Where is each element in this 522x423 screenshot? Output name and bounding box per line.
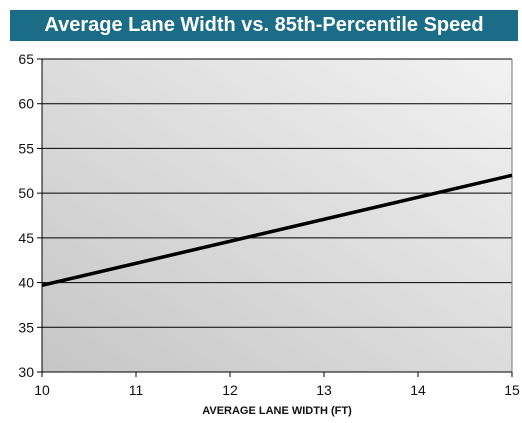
y-tick-label-45: 45 (18, 230, 34, 246)
series-line-0 (41, 173, 513, 288)
y-tick-label-50: 50 (18, 185, 34, 201)
y-tick-label-65: 65 (18, 51, 34, 67)
axes (37, 58, 513, 377)
y-tick-label-35: 35 (18, 319, 34, 335)
y-tick-label-60: 60 (18, 96, 34, 112)
chart-title: Average Lane Width vs. 85th-Percentile S… (10, 10, 518, 41)
y-tick-labels: 30 35 40 45 50 55 60 65 (18, 51, 34, 380)
x-tick-label-14: 14 (410, 382, 426, 398)
x-tick-label-12: 12 (222, 382, 238, 398)
x-tick-label-10: 10 (34, 382, 50, 398)
plot-area (42, 59, 512, 372)
y-tick-label-40: 40 (18, 275, 34, 291)
x-axis-label: AVERAGE LANE WIDTH (FT) (202, 405, 352, 417)
y-tick-label-55: 55 (18, 140, 34, 156)
x-tick-label-15: 15 (504, 382, 520, 398)
y-tick-label-30: 30 (18, 364, 34, 380)
series-lines (41, 173, 513, 288)
x-tick-labels: 10 11 12 13 14 15 (34, 382, 520, 398)
x-tick-label-13: 13 (316, 382, 332, 398)
x-tick-label-11: 11 (129, 382, 144, 398)
